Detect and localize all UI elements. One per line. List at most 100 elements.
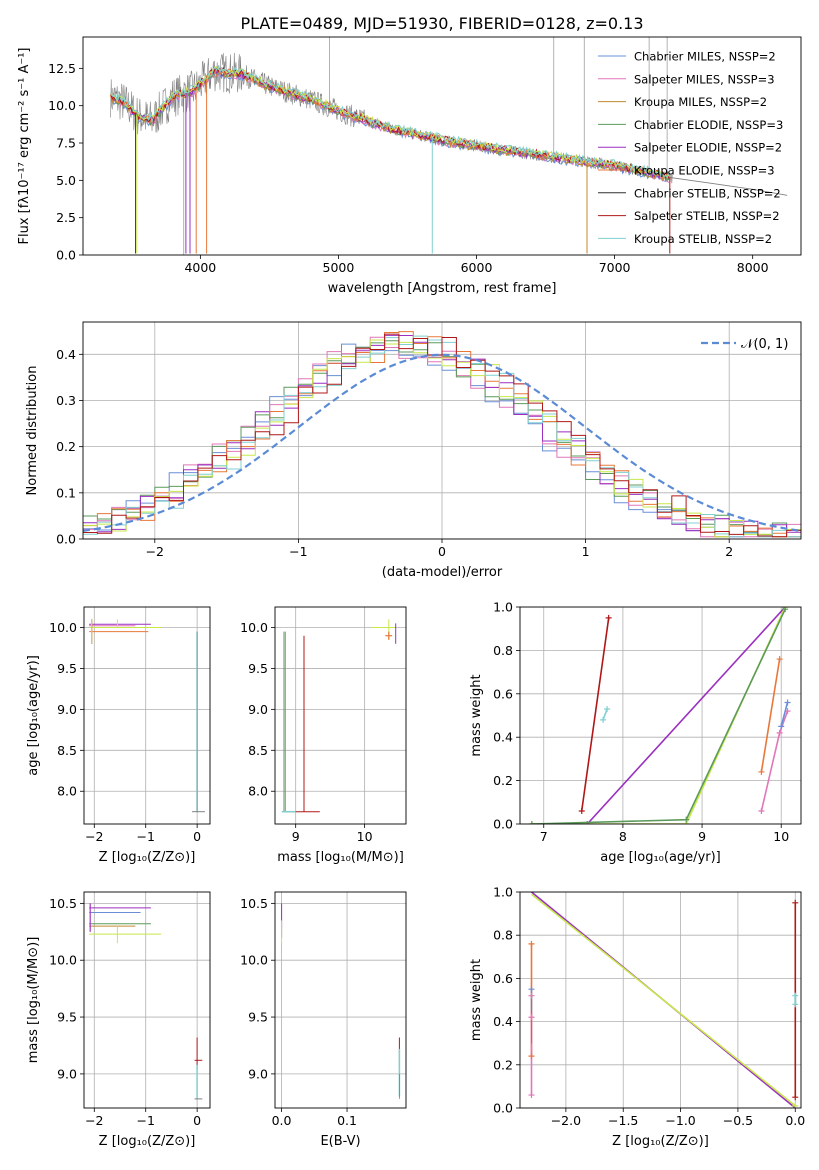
weight-line xyxy=(760,658,781,773)
y-tick-label: 8.0 xyxy=(248,784,268,799)
x-tick-label: 2 xyxy=(725,544,733,559)
y-tick-label: 10.5 xyxy=(49,896,77,911)
y-tick-label: 8.5 xyxy=(57,743,77,758)
x-tick-label: 7000 xyxy=(599,260,631,275)
weight-marker xyxy=(528,1053,535,1060)
model-spectrum-line xyxy=(110,66,670,177)
y-tick-label: 10.5 xyxy=(240,896,268,911)
x-tick-label: −2 xyxy=(146,544,164,559)
panel-age-vs-mass: 9 10 8.0 8.5 9.0 9.5 10.0 mass [log₁₀(M/M⊙)] xyxy=(240,606,407,865)
weight-marker xyxy=(605,614,612,621)
y-axis-label: Flux [fλ10⁻¹⁷ erg cm⁻² s⁻¹ A⁻¹] xyxy=(17,48,32,245)
weight-marker xyxy=(528,1014,535,1021)
y-tick-label: 10.0 xyxy=(49,620,77,635)
gaussian-curve xyxy=(83,353,801,532)
panel-weight-vs-age: 7 8 9 10 0.0 0.2 0.4 0.6 0.8 1.0 age [log₁₀(age/yr… xyxy=(469,600,802,865)
x-tick-label: 8000 xyxy=(737,260,769,275)
plot-area xyxy=(84,607,210,824)
weight-line xyxy=(602,708,608,721)
x-tick-label: −1 xyxy=(289,544,307,559)
x-tick-label: −1 xyxy=(136,1113,154,1128)
y-tick-label: 0.4 xyxy=(493,1014,513,1029)
axes-frame xyxy=(519,606,802,825)
x-axis-label: E(B-V) xyxy=(320,1134,360,1149)
x-tick-label: −1.5 xyxy=(608,1113,638,1128)
y-tick-label: 9.5 xyxy=(248,1010,268,1025)
x-axis-label: Z [log₁₀(Z/Z⊙)] xyxy=(99,1134,196,1149)
weight-marker xyxy=(528,986,535,993)
y-axis-label: mass weight xyxy=(469,674,484,756)
legend-label-gauss: 𝒩(0, 1) xyxy=(741,337,788,352)
x-tick-label: 5000 xyxy=(323,260,355,275)
panel-weight-vs-Z: −2.0 −1.5 −1.0 −0.5 0.0 0.0 0.2 0.4 0.6 0.8 1.0 Z [… xyxy=(469,885,805,1150)
weight-marker xyxy=(758,768,765,775)
legend-label: Salpeter ELODIE, NSSP=2 xyxy=(634,141,782,155)
y-axis-label: mass [log₁₀(M/M⊙)] xyxy=(26,937,41,1064)
weight-line xyxy=(531,608,786,824)
plot-area xyxy=(84,892,210,1108)
plot-area xyxy=(275,607,406,824)
plot-area xyxy=(520,892,801,1108)
y-tick-label: 12.5 xyxy=(48,61,76,76)
x-tick-label: 4000 xyxy=(184,260,216,275)
y-tick-label: 7.5 xyxy=(56,136,76,151)
x-tick-label: 6000 xyxy=(461,260,493,275)
x-tick-label: −1.0 xyxy=(665,1113,695,1128)
x-tick-label: 0.0 xyxy=(272,1113,292,1128)
y-tick-label: 0.4 xyxy=(493,730,513,745)
weight-marker xyxy=(758,807,765,814)
y-tick-label: 10.0 xyxy=(240,620,268,635)
x-axis-label: Z [log₁₀(Z/Z⊙)] xyxy=(99,850,196,865)
x-axis-label: Z [log₁₀(Z/Z⊙)] xyxy=(612,1134,709,1149)
y-tick-label: 0.1 xyxy=(56,485,76,500)
legend-label: Salpeter MILES, NSSP=3 xyxy=(634,72,775,86)
x-tick-label: 0 xyxy=(193,829,201,844)
legend-label: Kroupa MILES, NSSP=2 xyxy=(634,95,767,109)
weight-marker xyxy=(683,816,690,823)
legend-label: Kroupa STELIB, NSSP=2 xyxy=(634,232,772,246)
weight-marker xyxy=(792,899,799,906)
x-axis-label: wavelength [Angstrom, rest frame] xyxy=(328,281,557,296)
y-tick-label: 0.8 xyxy=(493,928,513,943)
histogram-step xyxy=(83,333,801,538)
panels-group: 4000 5000 6000 7000 80000.02.55.07.510.012.5… xyxy=(17,36,805,1150)
y-tick-label: 0.2 xyxy=(493,773,513,788)
y-tick-label: 10.0 xyxy=(48,98,76,113)
figure-title: PLATE=0489, MJD=51930, FIBERID=0128, z=0… xyxy=(240,14,643,33)
legend-label: Chabrier STELIB, NSSP=2 xyxy=(634,186,781,200)
model-spectrum-line xyxy=(110,65,670,179)
weight-marker xyxy=(528,992,535,999)
weight-line xyxy=(531,607,786,824)
x-tick-label: 9 xyxy=(698,829,706,844)
y-tick-label: 8.0 xyxy=(57,784,77,799)
x-tick-label: 1 xyxy=(582,544,590,559)
y-tick-label: 9.0 xyxy=(57,702,77,717)
y-tick-label: 0.6 xyxy=(493,971,513,986)
x-tick-label: 10 xyxy=(773,829,789,844)
x-tick-label: −2.0 xyxy=(551,1113,581,1128)
legend-label: Kroupa ELODIE, NSSP=3 xyxy=(634,164,775,178)
weight-marker xyxy=(776,729,783,736)
axes-frame xyxy=(274,606,407,825)
y-tick-label: 9.5 xyxy=(57,1010,77,1025)
legend-label: Salpeter STELIB, NSSP=2 xyxy=(634,209,780,223)
y-axis-label: Normed distribution xyxy=(25,366,40,496)
x-axis-label: (data-model)/error xyxy=(382,565,503,580)
x-tick-label: 0 xyxy=(193,1113,201,1128)
y-tick-label: 0.0 xyxy=(493,817,513,832)
x-tick-label: 8 xyxy=(619,829,627,844)
x-tick-label: 9 xyxy=(292,829,300,844)
axes-frame xyxy=(274,891,407,1109)
y-tick-label: 0.8 xyxy=(493,643,513,658)
weight-marker xyxy=(792,1001,799,1008)
x-tick-label: 0 xyxy=(438,544,446,559)
y-tick-label: 9.0 xyxy=(248,702,268,717)
weight-marker xyxy=(528,1092,535,1099)
weight-marker xyxy=(792,1094,799,1101)
axes-frame xyxy=(83,891,211,1109)
legend-label: Chabrier ELODIE, NSSP=3 xyxy=(634,118,783,132)
plot-area xyxy=(110,37,788,255)
x-tick-label: −2 xyxy=(85,1113,103,1128)
x-tick-label: 0.1 xyxy=(337,1113,357,1128)
